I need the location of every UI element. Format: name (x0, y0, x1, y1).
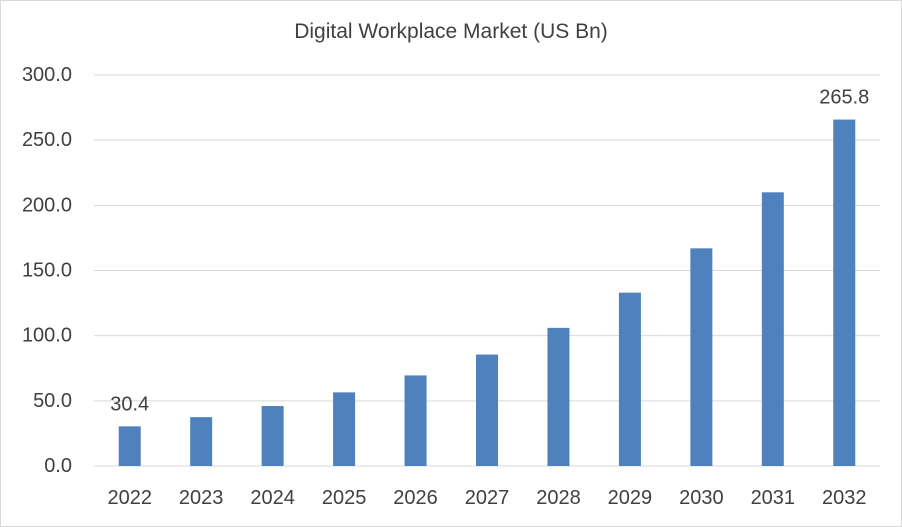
bar (618, 292, 641, 466)
x-tick-label: 2032 (822, 487, 867, 509)
y-tick-label: 50.0 (33, 390, 72, 412)
data-labels: 30.4 265.8 (110, 87, 869, 416)
x-axis-tick-labels: 2022 2023 2024 2025 2026 2027 2028 2029 2030 2031… (107, 487, 866, 509)
bar (547, 327, 570, 466)
y-tick-label: 150.0 (22, 260, 72, 282)
data-label: 30.4 (110, 393, 149, 415)
x-tick-label: 2026 (393, 487, 438, 509)
bar (190, 417, 213, 466)
x-tick-label: 2028 (536, 487, 581, 509)
bar (833, 119, 856, 466)
bar (261, 406, 284, 466)
y-tick-label: 300.0 (22, 64, 72, 86)
bar (118, 426, 141, 466)
x-tick-label: 2023 (179, 487, 224, 509)
bar (333, 392, 356, 466)
bars (118, 119, 856, 467)
bar (476, 354, 498, 466)
x-tick-label: 2025 (322, 487, 367, 509)
y-tick-label: 200.0 (22, 194, 72, 216)
x-tick-label: 2030 (679, 487, 724, 509)
y-tick-label: 250.0 (22, 129, 72, 151)
data-label: 265.8 (819, 87, 869, 109)
x-tick-label: 2029 (608, 487, 653, 509)
bar (404, 375, 427, 466)
gridlines (94, 74, 880, 467)
x-tick-label: 2024 (250, 487, 295, 509)
y-axis-tick-labels: 0.0 50.0 100.0 150.0 200.0 250.0 300.0 (22, 64, 72, 477)
chart-title: Digital Workplace Market (US Bn) (294, 20, 608, 43)
y-tick-label: 0.0 (44, 455, 72, 477)
x-tick-label: 2022 (107, 487, 152, 509)
bar (690, 248, 713, 466)
y-tick-label: 100.0 (22, 325, 72, 347)
x-tick-label: 2031 (751, 487, 796, 509)
bar (761, 192, 784, 467)
x-tick-label: 2027 (465, 487, 510, 509)
